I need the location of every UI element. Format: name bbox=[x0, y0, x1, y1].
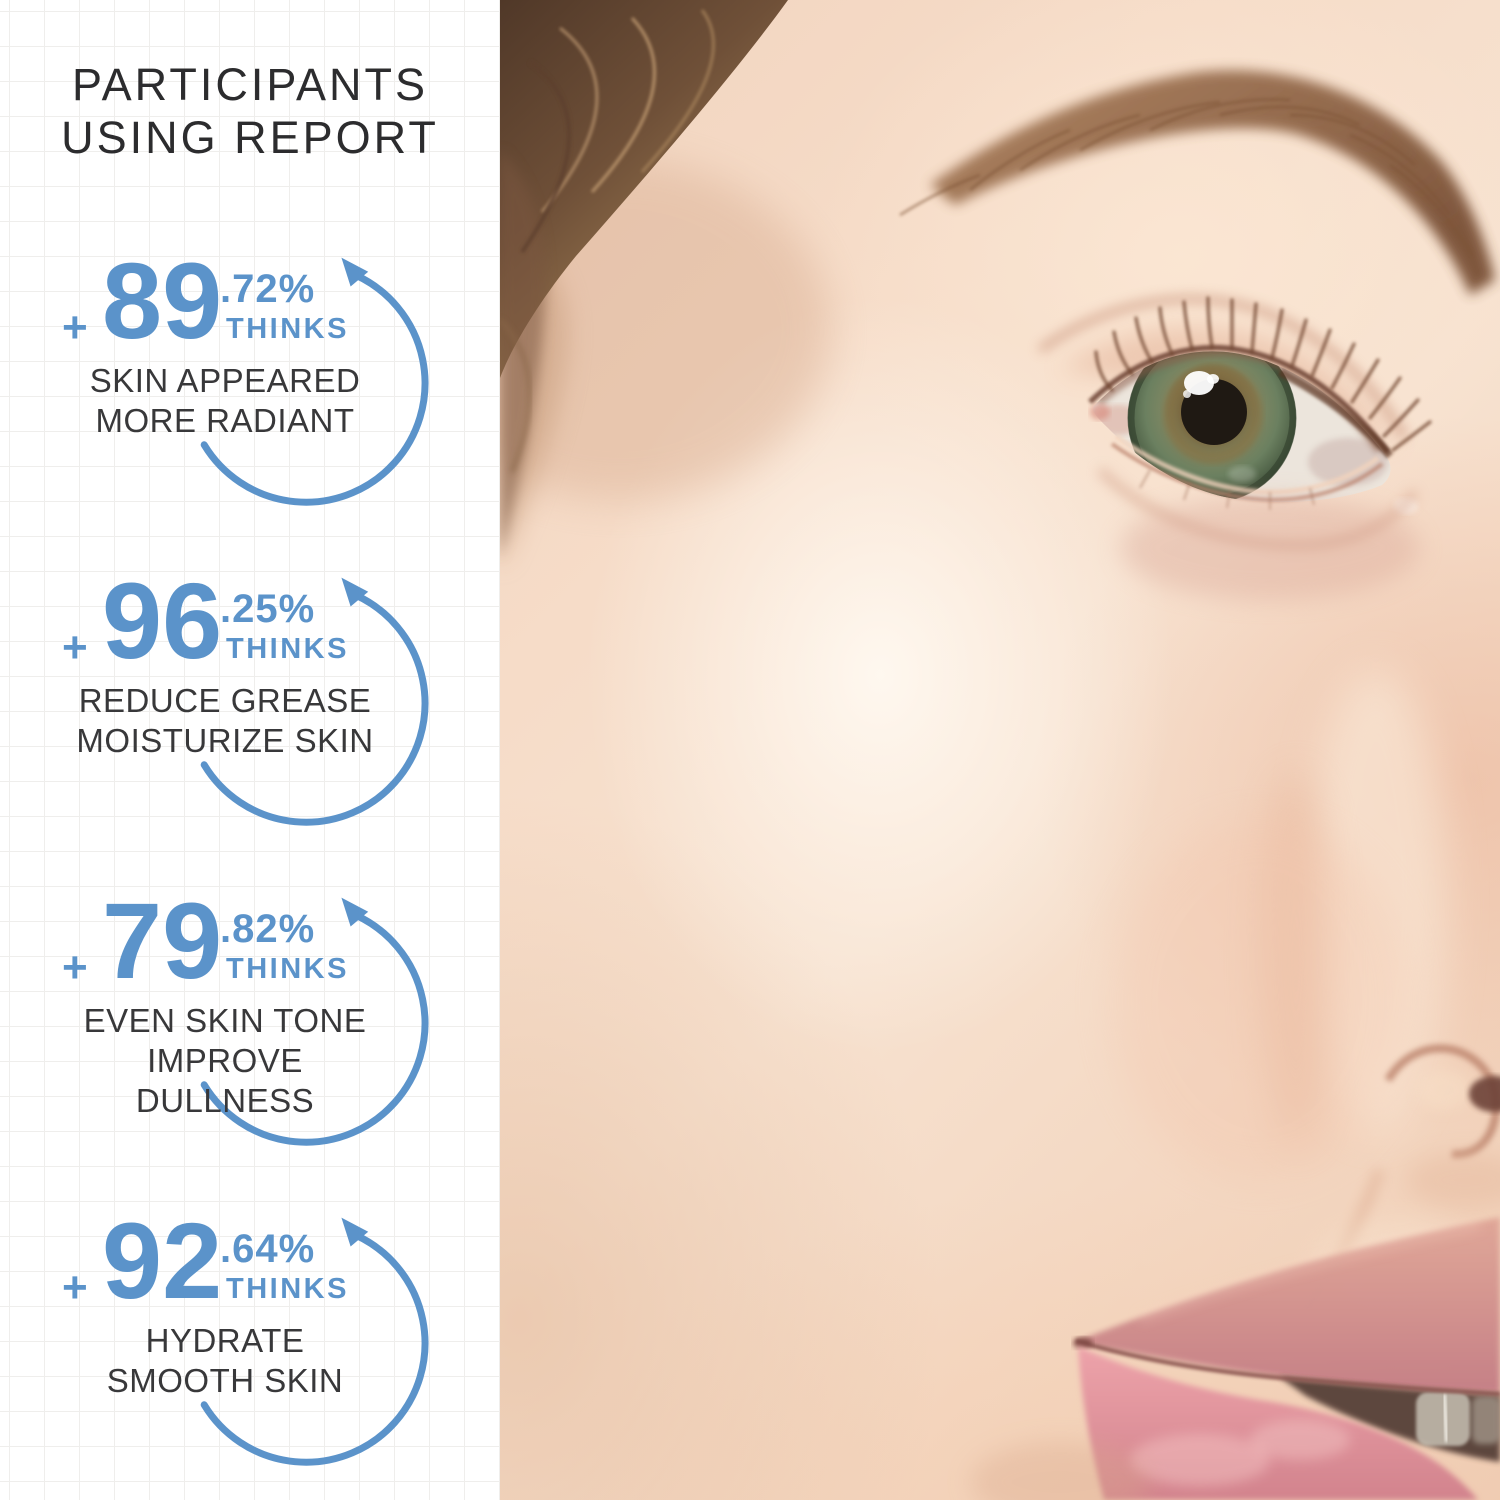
stat-value: 89 bbox=[102, 240, 223, 361]
stat-caption: HYDRATE SMOOTH SKIN bbox=[106, 1322, 344, 1399]
page-title-line1: PARTICIPANTS bbox=[71, 59, 429, 110]
stat-qualifier: THINKS bbox=[226, 1273, 349, 1305]
stat-plus: + bbox=[62, 623, 88, 672]
stat-decimal: .72% bbox=[220, 267, 316, 311]
circular-arrow-icon bbox=[200, 897, 429, 1146]
model-face-closeup-photo bbox=[500, 0, 1500, 1500]
stat-block-even-tone: + 79 .82% THINKS EVEN SKIN TONE IMPROVE … bbox=[60, 887, 460, 1173]
stat-decimal: .82% bbox=[220, 907, 316, 951]
lip-line bbox=[1075, 1338, 1500, 1397]
stat-block-radiant: + 89 .72% THINKS SKIN APPEARED MORE RADI… bbox=[60, 247, 460, 533]
stat-value: 96 bbox=[102, 560, 223, 681]
upper-lash-line bbox=[1088, 345, 1391, 454]
stat-plus: + bbox=[62, 943, 88, 992]
stat-caption: SKIN APPEARED MORE RADIANT bbox=[89, 362, 361, 439]
pupil bbox=[1181, 379, 1247, 445]
stat-value: 92 bbox=[102, 1200, 223, 1321]
page-title-line2: USING REPORT bbox=[61, 112, 439, 163]
circular-arrow-icon bbox=[200, 1217, 429, 1466]
hair bbox=[500, 0, 830, 570]
mouth-corner bbox=[1073, 1337, 1093, 1349]
stat-block-moisturize: + 96 .25% THINKS REDUCE GREASE MOISTURIZ… bbox=[60, 567, 460, 853]
face-illustration bbox=[500, 0, 1500, 1500]
stat-qualifier: THINKS bbox=[226, 633, 349, 665]
circular-arrow-icon bbox=[200, 257, 429, 506]
stat-plus: + bbox=[62, 1263, 88, 1312]
upper-lip bbox=[1075, 1217, 1500, 1393]
stat-plus: + bbox=[62, 303, 88, 352]
stat-qualifier: THINKS bbox=[226, 953, 349, 985]
report-panel: PARTICIPANTS USING REPORT + 89 .72% THIN… bbox=[0, 0, 500, 1500]
stat-decimal: .25% bbox=[220, 587, 316, 631]
page-title: PARTICIPANTS USING REPORT bbox=[0, 58, 500, 164]
stat-caption: EVEN SKIN TONE IMPROVE DULLNESS bbox=[83, 1002, 367, 1119]
stat-block-hydrate: + 92 .64% THINKS HYDRATE SMOOTH SKIN bbox=[60, 1207, 460, 1493]
stat-caption: REDUCE GREASE MOISTURIZE SKIN bbox=[76, 682, 374, 759]
lips bbox=[970, 1217, 1500, 1500]
stat-qualifier: THINKS bbox=[226, 313, 349, 345]
stat-value: 79 bbox=[102, 880, 223, 1001]
eyelashes bbox=[1094, 296, 1432, 452]
nostril bbox=[1469, 1076, 1500, 1112]
circular-arrow-icon bbox=[200, 577, 429, 826]
eyebrow bbox=[899, 70, 1495, 295]
stat-decimal: .64% bbox=[220, 1227, 316, 1271]
catchlight bbox=[1184, 371, 1214, 395]
tooth bbox=[1416, 1392, 1470, 1446]
